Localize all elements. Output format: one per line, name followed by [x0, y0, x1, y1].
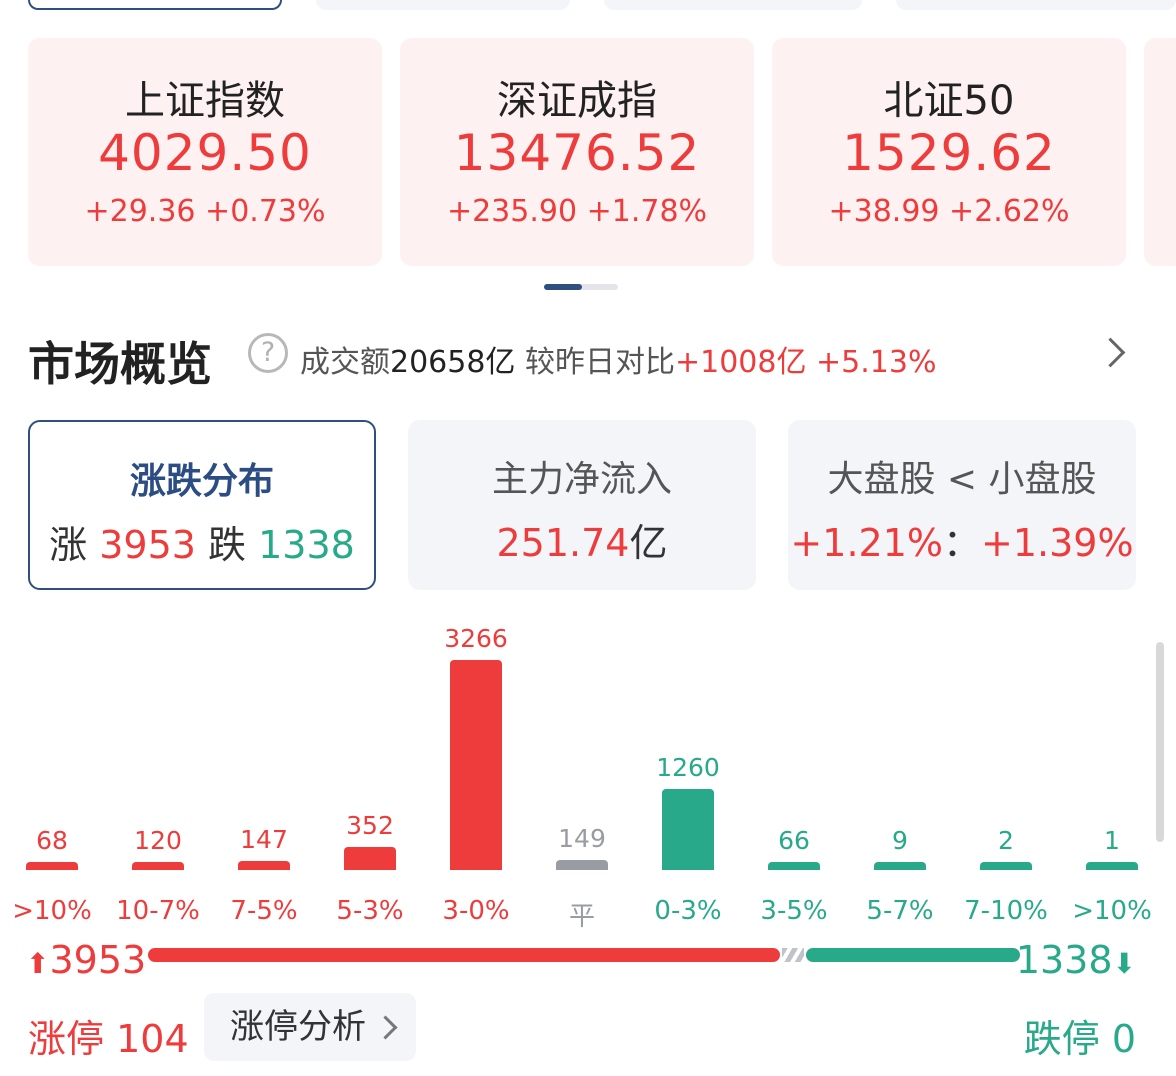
category-label: 7-10% — [964, 896, 1048, 926]
compare-label: 较昨日对比 — [515, 345, 675, 380]
top-tab-1[interactable] — [28, 0, 282, 10]
category-label: 7-5% — [230, 896, 298, 926]
up-label: 涨 — [49, 523, 100, 567]
up-total-value: 3953 — [49, 938, 147, 982]
down-total-value: 1338 — [1015, 938, 1113, 982]
small-cap-change: +1.39% — [981, 521, 1134, 565]
cap-compare-values: +1.21%：+1.39% — [788, 512, 1136, 567]
limit-up-label: 涨停 — [28, 1017, 117, 1061]
bar — [344, 847, 396, 870]
net-inflow-amount: 251.74 — [496, 521, 630, 565]
bar — [980, 862, 1032, 870]
bar — [132, 862, 184, 870]
bar-value-label: 9 — [892, 826, 908, 855]
down-label: 跌 — [195, 523, 259, 567]
category-label: 0-3% — [654, 896, 722, 926]
index-change: +235.90 +1.78% — [446, 194, 708, 229]
up-progress-bar — [148, 948, 780, 962]
bar-value-label: 66 — [778, 826, 810, 855]
up-total: ⬆3953 — [26, 938, 146, 982]
turnover-summary: 成交额20658亿 较昨日对比+1008亿 +5.13% — [300, 337, 936, 381]
bar-value-label: 2 — [998, 826, 1014, 855]
down-count: 1338 — [258, 523, 355, 567]
index-card-bz50[interactable]: 北证50 1529.62 +38.99 +2.62% — [772, 38, 1126, 266]
limit-down-label: 跌停 — [1023, 1017, 1112, 1061]
bar-value-label: 147 — [240, 824, 288, 854]
index-name: 北证50 — [883, 78, 1015, 124]
down-total: 1338⬇ — [1016, 938, 1136, 982]
limit-down: 跌停 0 — [1024, 1008, 1136, 1063]
index-value: 4029.50 — [98, 124, 312, 182]
bar-value-label: 68 — [36, 826, 68, 855]
index-name: 上证指数 — [125, 78, 285, 124]
bar — [238, 860, 290, 870]
bar-value-label: 1 — [1104, 826, 1120, 855]
net-inflow-unit: 亿 — [629, 521, 668, 565]
limit-down-value: 0 — [1111, 1017, 1136, 1061]
category-label: 5-7% — [866, 896, 934, 926]
down-progress-bar — [806, 948, 1020, 962]
tab-cap-compare[interactable]: 大盘股 < 小盘股 +1.21%：+1.39% — [788, 420, 1136, 590]
top-tab-3[interactable] — [604, 0, 862, 10]
bar-value-label: 352 — [346, 811, 394, 841]
help-icon[interactable]: ? — [248, 333, 288, 373]
analysis-button-label: 涨停分析 — [230, 1007, 366, 1047]
category-label: >10% — [1072, 896, 1152, 926]
bar-value-label: 149 — [558, 824, 606, 854]
bar — [1086, 862, 1138, 870]
category-label: 5-3% — [336, 896, 404, 926]
index-card-sz[interactable]: 深证成指 13476.52 +235.90 +1.78% — [400, 38, 754, 266]
category-label: 平 — [568, 902, 595, 932]
bar-value-label: 3266 — [444, 624, 508, 653]
limit-up-analysis-button[interactable]: 涨停分析 — [204, 993, 416, 1061]
distribution-title: 涨跌分布 — [129, 461, 274, 502]
turnover-label: 成交额 — [300, 345, 390, 380]
bar — [450, 660, 502, 870]
index-card-sh[interactable]: 上证指数 4029.50 +29.36 +0.73% — [28, 38, 382, 266]
cap-compare-title: 大盘股 < 小盘股 — [827, 459, 1097, 500]
turnover-value: 20658亿 — [390, 345, 516, 380]
index-value: 1529.62 — [842, 124, 1056, 182]
arrow-down-icon: ⬇ — [1112, 947, 1136, 980]
index-name: 深证成指 — [497, 78, 657, 124]
scrollbar[interactable] — [1156, 642, 1164, 842]
tab-distribution[interactable]: 涨跌分布 涨 3953 跌 1338 — [28, 420, 376, 590]
limit-up-value: 104 — [116, 1017, 189, 1061]
net-inflow-value: 251.74亿 — [408, 512, 756, 567]
bar — [662, 788, 714, 870]
distribution-counts: 涨 3953 跌 1338 — [30, 514, 374, 569]
chevron-right-icon — [373, 1015, 398, 1040]
top-tab-2[interactable] — [316, 0, 570, 10]
bar-value-label: 1260 — [656, 752, 720, 782]
net-inflow-title: 主力净流入 — [491, 459, 672, 500]
index-change: +29.36 +0.73% — [84, 194, 326, 229]
index-change: +38.99 +2.62% — [828, 194, 1070, 229]
compare-pct: +5.13% — [806, 345, 937, 380]
tab-net-inflow[interactable]: 主力净流入 251.74亿 — [408, 420, 756, 590]
bar — [26, 862, 78, 870]
category-label: 3-0% — [442, 896, 510, 926]
category-label: 3-5% — [760, 896, 828, 926]
compare-value: +1008亿 — [674, 345, 807, 380]
bar — [874, 862, 926, 870]
page-indicator — [544, 284, 618, 290]
index-value: 13476.52 — [453, 124, 701, 182]
category-label: >10% — [12, 896, 92, 926]
page-indicator-active — [544, 284, 582, 290]
large-cap-change: +1.21% — [790, 521, 943, 565]
top-tab-4[interactable] — [896, 0, 1176, 10]
up-count: 3953 — [99, 523, 196, 567]
index-card-partial[interactable] — [1144, 38, 1176, 266]
arrow-up-icon: ⬆ — [26, 947, 50, 980]
section-title: 市场概览 — [28, 337, 212, 391]
chevron-right-icon[interactable] — [1095, 337, 1126, 368]
bar-value-label: 120 — [134, 826, 182, 855]
limit-up: 涨停 104 — [28, 1008, 189, 1063]
category-label: 10-7% — [116, 896, 200, 926]
cap-separator: ： — [942, 521, 981, 565]
bar — [768, 862, 820, 870]
progress-separator — [782, 948, 804, 962]
bar — [556, 860, 608, 870]
